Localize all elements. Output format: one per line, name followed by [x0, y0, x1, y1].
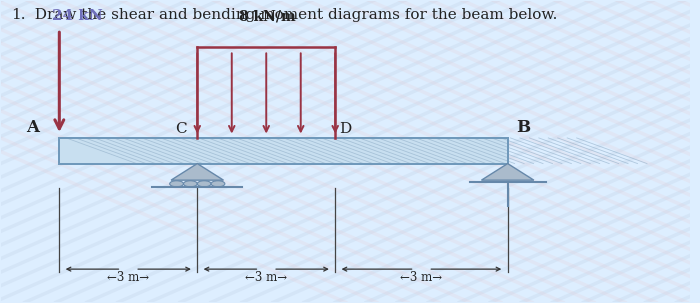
- Circle shape: [197, 181, 211, 187]
- Polygon shape: [171, 164, 223, 180]
- Text: 1.: 1.: [11, 8, 25, 22]
- Circle shape: [211, 181, 225, 187]
- Text: A: A: [26, 119, 38, 136]
- Text: 24 kN: 24 kN: [52, 9, 103, 23]
- Text: ←3 m→: ←3 m→: [107, 271, 149, 284]
- Text: D: D: [339, 122, 351, 136]
- Text: C: C: [175, 122, 187, 136]
- Text: 8 kN/m: 8 kN/m: [239, 9, 295, 23]
- Text: Draw the shear and bending moment diagrams for the beam below.: Draw the shear and bending moment diagra…: [25, 8, 557, 22]
- Circle shape: [183, 181, 197, 187]
- Circle shape: [169, 181, 183, 187]
- Polygon shape: [60, 138, 508, 164]
- Text: ←3 m→: ←3 m→: [400, 271, 442, 284]
- Text: B: B: [516, 119, 530, 136]
- Text: ←3 m→: ←3 m→: [245, 271, 287, 284]
- Polygon shape: [482, 164, 534, 180]
